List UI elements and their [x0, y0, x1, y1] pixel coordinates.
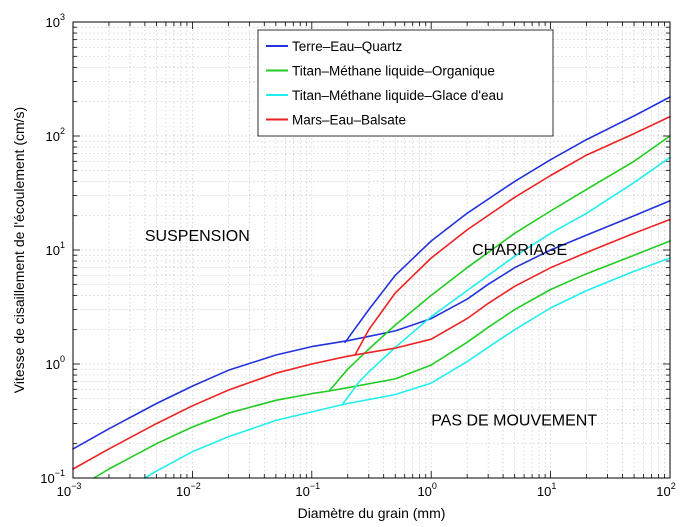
y-tick-base: 10: [40, 471, 54, 486]
legend-item: Titan–Méthane liquide–Glace d'eau: [266, 88, 503, 103]
legend-item: Mars–Eau–Balsate: [266, 113, 406, 128]
y-tick-base: 10: [46, 357, 60, 372]
y-tick-label: 101: [46, 240, 65, 258]
series-line-segment: [93, 240, 671, 479]
x-tick-exponent: −1: [310, 481, 320, 491]
y-tick-exponent: 1: [60, 240, 65, 250]
y-tick-exponent: −1: [55, 468, 65, 478]
y-tick-exponent: 0: [60, 354, 65, 364]
legend-items: Terre–Eau–Quartz Titan–Méthane liquide–Or…: [266, 39, 503, 128]
y-tick-label: 102: [46, 126, 65, 144]
x-tick-base: 10: [176, 484, 190, 499]
x-axis-title: Diamètre du grain (mm): [298, 505, 446, 521]
x-tick-base: 10: [57, 484, 71, 499]
x-tick-exponent: −2: [191, 481, 201, 491]
series-terre-eau-quartz: [72, 96, 671, 450]
legend-label: Mars–Eau–Balsate: [292, 113, 406, 128]
region-label-suspension: SUSPENSION: [145, 228, 250, 245]
legend-label: Terre–Eau–Quartz: [292, 39, 403, 54]
x-tick-label: 102: [656, 481, 675, 499]
region-label-pas-de-mouvement: PAS DE MOUVEMENT: [431, 412, 597, 429]
y-tick-label: 103: [46, 12, 65, 30]
tick-layer: [72, 21, 671, 479]
x-tick-exponent: −3: [71, 481, 81, 491]
series-line-segment: [354, 115, 671, 356]
y-tick-label: 100: [46, 354, 65, 372]
x-tick-labels: 10−3 10−2 10−1 100 101 102: [57, 481, 676, 499]
y-tick-base: 10: [46, 243, 60, 258]
legend-item: Terre–Eau–Quartz: [266, 39, 403, 54]
y-tick-exponent: 2: [60, 126, 65, 136]
x-tick-exponent: 2: [671, 481, 676, 491]
series-mars-eau-balsate: [72, 115, 671, 470]
legend: Terre–Eau–Quartz Titan–Méthane liquide–Or…: [257, 29, 554, 137]
y-tick-base: 10: [46, 15, 60, 30]
legend-item: Titan–Méthane liquide–Organique: [266, 64, 495, 79]
series-line-segment: [72, 200, 671, 450]
x-tick-label: 10−2: [176, 481, 201, 499]
y-tick-exponent: 3: [60, 12, 65, 22]
x-tick-label: 100: [417, 481, 436, 499]
x-tick-label: 10−3: [57, 481, 82, 499]
annotation-layer: SUSPENSION CHARRIAGE PAS DE MOUVEMENT: [145, 228, 597, 429]
x-tick-base: 10: [295, 484, 309, 499]
y-axis-title: Vitesse de cisaillement de l'écoulement …: [11, 107, 27, 393]
series-titan-methane-liquide-glace-d-eau: [144, 156, 671, 479]
region-label-charriage: CHARRIAGE: [472, 242, 567, 259]
grid-layer: [73, 22, 670, 478]
series-line-segment: [328, 135, 671, 392]
series-titan-methane-liquide-organique: [93, 135, 671, 479]
x-tick-base: 10: [656, 484, 670, 499]
x-tick-base: 10: [417, 484, 431, 499]
x-tick-exponent: 0: [432, 481, 437, 491]
legend-label: Titan–Méthane liquide–Glace d'eau: [292, 88, 503, 103]
series-layer: [72, 96, 671, 479]
series-line-segment: [344, 96, 671, 344]
legend-label: Titan–Méthane liquide–Organique: [292, 64, 495, 79]
x-tick-label: 10−1: [295, 481, 320, 499]
series-line-segment: [341, 156, 671, 406]
y-tick-label: 10−1: [40, 468, 65, 486]
series-line-segment: [144, 257, 671, 479]
series-line-segment: [72, 218, 671, 470]
legend-box: [257, 29, 554, 137]
x-tick-exponent: 1: [551, 481, 556, 491]
x-tick-base: 10: [537, 484, 551, 499]
y-tick-base: 10: [46, 129, 60, 144]
x-tick-label: 101: [537, 481, 556, 499]
